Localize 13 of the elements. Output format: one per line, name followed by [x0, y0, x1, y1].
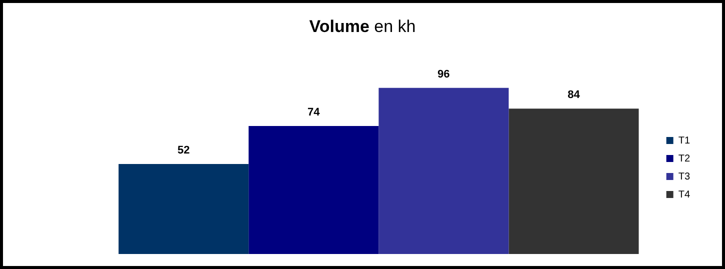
- bar: [508, 108, 639, 254]
- data-label: 84: [568, 89, 581, 102]
- bar: [118, 164, 249, 254]
- legend-label: T1: [678, 135, 690, 146]
- data-label: 96: [438, 68, 450, 80]
- data-label: 74: [308, 106, 321, 119]
- legend-label: T2: [678, 153, 690, 164]
- data-label: 52: [177, 144, 190, 157]
- legend-label: T3: [678, 171, 690, 182]
- bar: [378, 88, 509, 254]
- chart-title: Volume en kh: [308, 17, 417, 37]
- legend-label: T4: [678, 189, 690, 200]
- bar: [248, 126, 379, 254]
